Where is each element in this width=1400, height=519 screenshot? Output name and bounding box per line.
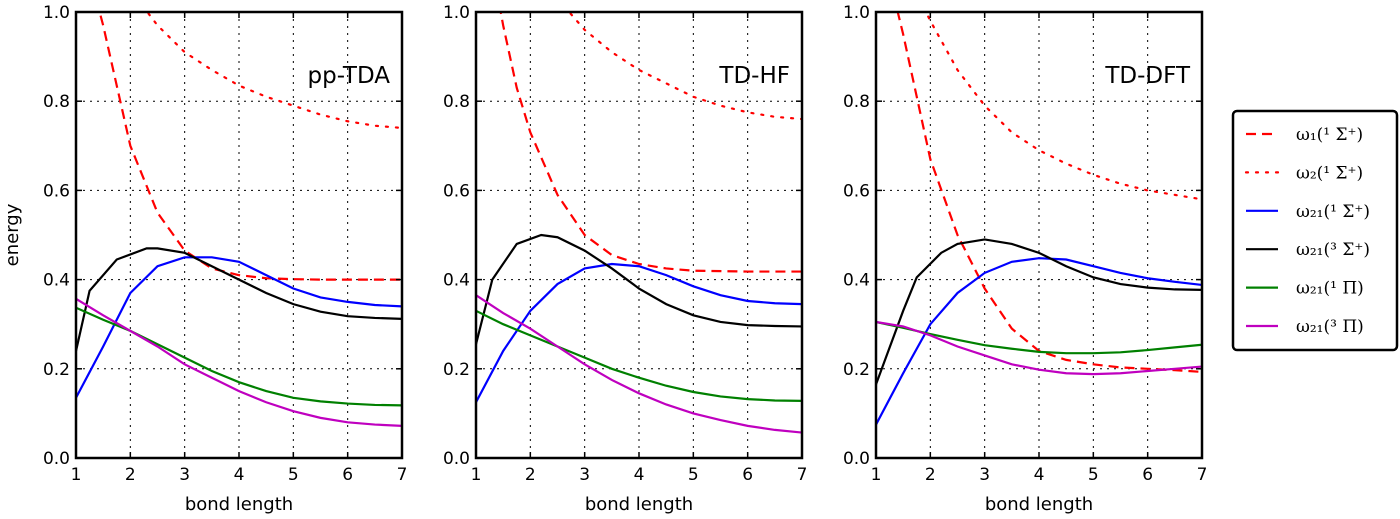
series-line-4 [876,320,1202,355]
x-tick-label: 3 [179,465,190,485]
series-line-0 [896,12,1202,374]
y-tick-label: 0.6 [43,181,70,201]
x-tick-label: 6 [742,465,753,485]
y-tick-label: 0.6 [443,181,470,201]
x-tick-label: 4 [634,465,645,485]
series-line-5 [76,297,402,427]
x-tick-label: 6 [1142,465,1153,485]
series-line-3 [476,233,802,345]
x-tick-label: 1 [871,465,882,485]
legend-box [1231,109,1399,352]
series-line-2 [876,257,1202,426]
legend-item: ω₂₁(¹ Σ⁺) [1246,202,1370,222]
x-tick-label: 1 [71,465,82,485]
legend-label: ω₂₁(¹ Σ⁺) [1296,202,1370,222]
y-tick-label: 0.2 [43,360,70,380]
y-tick-label: 1.0 [843,3,870,23]
x-axis-label: bond length [585,494,693,515]
x-axis-label: bond length [985,494,1093,515]
y-tick-label: 0.0 [43,449,70,469]
x-tick-label: 5 [288,465,299,485]
x-tick-label: 4 [1034,465,1045,485]
panel-title: TD-DFT [1104,63,1191,89]
x-tick-label: 3 [579,465,590,485]
panel-title: pp-TDA [308,63,391,89]
legend-item: ω₂(¹ Σ⁺) [1244,163,1363,183]
series-line-1 [567,12,802,121]
series-line-5 [476,294,802,434]
series-line-3 [876,238,1202,385]
legend-label: ω₂(¹ Σ⁺) [1296,163,1363,183]
legend-item: ω₂₁(¹ Π) [1246,279,1364,299]
y-tick-label: 0.4 [843,271,870,291]
series-line-3 [76,247,402,352]
legend-item: ω₂₁(³ Π) [1246,317,1364,337]
panel-td-hf: 1 2 3 4 5 6 7 0.0 0.2 0.4 0.6 0.8 1.0 TD-HF bond lengt… [443,3,808,515]
legend-label: ω₂₁(³ Π) [1296,317,1364,337]
y-tick-label: 0.2 [843,360,870,380]
panel-td-dft: 1 2 3 4 5 6 7 0.0 0.2 0.4 0.6 0.8 1.0 TD-DFT bond leng… [843,3,1208,515]
legend-label: ω₁(¹ Σ⁺) [1296,125,1363,145]
x-tick-label: 7 [397,465,408,485]
panel-pp-tda: 1 2 3 4 5 6 7 0.0 0.2 0.4 0.6 0.8 1.0 pp-TDA bond leng… [43,3,408,515]
y-axis-label: energy [2,203,23,266]
y-tick-label: 0.2 [443,360,470,380]
legend-label: ω₂₁(³ Σ⁺) [1296,240,1370,260]
x-tick-label: 5 [1088,465,1099,485]
y-tick-label: 0.8 [443,92,470,112]
legend-item: ω₁(¹ Σ⁺) [1246,125,1363,145]
legend-item: ω₂₁(³ Σ⁺) [1246,240,1370,260]
x-tick-label: 6 [342,465,353,485]
y-tick-label: 0.8 [43,92,70,112]
y-tick-label: 1.0 [43,3,70,23]
series-line-1 [145,12,402,130]
panel-title: TD-HF [718,63,790,89]
y-tick-label: 1.0 [443,3,470,23]
legend: ω₁(¹ Σ⁺) ω₂(¹ Σ⁺) ω₂₁(¹ Σ⁺) ω₂₁(³ Σ⁺) ω₂₁(¹ … [1231,109,1399,352]
x-tick-label: 2 [525,465,536,485]
x-axis-label: bond length [185,494,293,515]
y-tick-label: 0.6 [843,181,870,201]
y-tick-label: 0.8 [843,92,870,112]
series-line-5 [876,320,1202,376]
series-line-2 [76,256,402,399]
y-tick-label: 0.0 [843,449,870,469]
x-tick-label: 2 [925,465,936,485]
x-tick-label: 7 [797,465,808,485]
series-line-0 [98,12,402,281]
x-tick-label: 4 [234,465,245,485]
x-tick-label: 7 [1197,465,1208,485]
series-line-4 [476,309,802,403]
x-tick-label: 3 [979,465,990,485]
y-tick-label: 0.4 [43,271,70,291]
y-tick-label: 0.4 [443,271,470,291]
x-tick-label: 5 [688,465,699,485]
legend-label: ω₂₁(¹ Π) [1296,279,1364,299]
series-line-1 [924,12,1202,201]
y-tick-label: 0.0 [443,449,470,469]
x-tick-label: 2 [125,465,136,485]
series-line-0 [499,12,802,273]
series-line-2 [476,262,802,403]
x-tick-label: 1 [471,465,482,485]
